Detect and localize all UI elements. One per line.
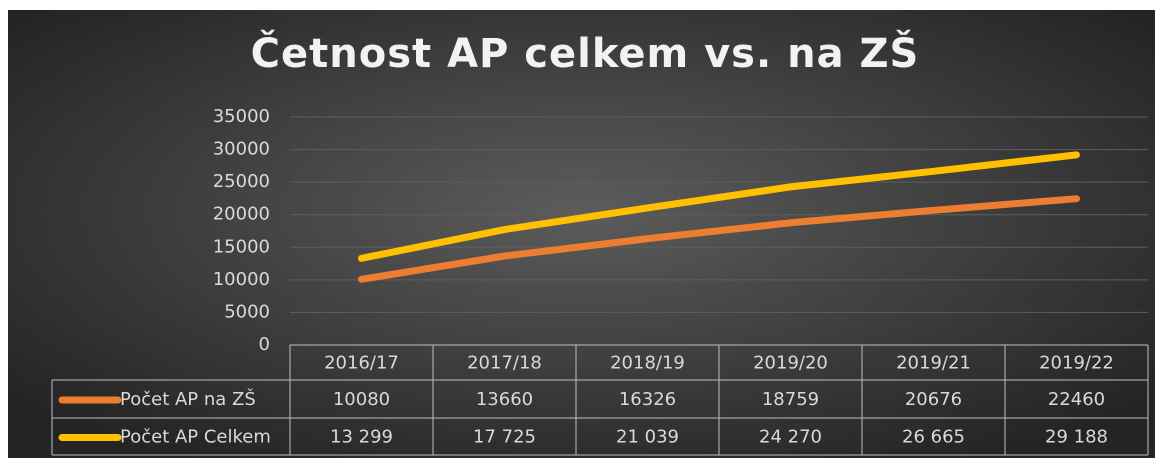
table-value: 21 039 bbox=[616, 427, 679, 448]
table-value: 22460 bbox=[1048, 389, 1105, 410]
table-value: 24 270 bbox=[759, 427, 822, 448]
table-value: 13660 bbox=[476, 389, 533, 410]
y-tick-label: 25000 bbox=[213, 171, 270, 192]
table-value: 18759 bbox=[762, 389, 819, 410]
y-tick-label: 0 bbox=[259, 334, 270, 355]
y-tick-label: 5000 bbox=[224, 301, 270, 322]
table-value: 16326 bbox=[619, 389, 676, 410]
x-tick-label: 2019/22 bbox=[1039, 353, 1114, 374]
y-tick-label: 15000 bbox=[213, 236, 270, 257]
legend-label: Počet AP Celkem bbox=[120, 427, 271, 448]
y-tick-label: 30000 bbox=[213, 139, 270, 160]
table-value: 10080 bbox=[333, 389, 390, 410]
x-tick-label: 2019/21 bbox=[896, 353, 971, 374]
chart-background bbox=[8, 10, 1155, 458]
series-line bbox=[358, 195, 1080, 283]
x-tick-label: 2019/20 bbox=[753, 353, 828, 374]
y-tick-label: 20000 bbox=[213, 204, 270, 225]
y-tick-label: 35000 bbox=[213, 106, 270, 127]
table-value: 29 188 bbox=[1045, 427, 1108, 448]
x-tick-label: 2016/17 bbox=[324, 353, 399, 374]
chart-title: Četnost AP celkem vs. na ZŠ bbox=[251, 29, 920, 77]
x-tick-label: 2017/18 bbox=[467, 353, 542, 374]
table-value: 20676 bbox=[905, 389, 962, 410]
table-value: 13 299 bbox=[330, 427, 393, 448]
x-tick-label: 2018/19 bbox=[610, 353, 685, 374]
legend-label: Počet AP na ZŠ bbox=[120, 388, 256, 410]
table-value: 26 665 bbox=[902, 427, 965, 448]
y-tick-label: 10000 bbox=[213, 269, 270, 290]
table-value: 17 725 bbox=[473, 427, 536, 448]
series-line bbox=[358, 151, 1080, 262]
